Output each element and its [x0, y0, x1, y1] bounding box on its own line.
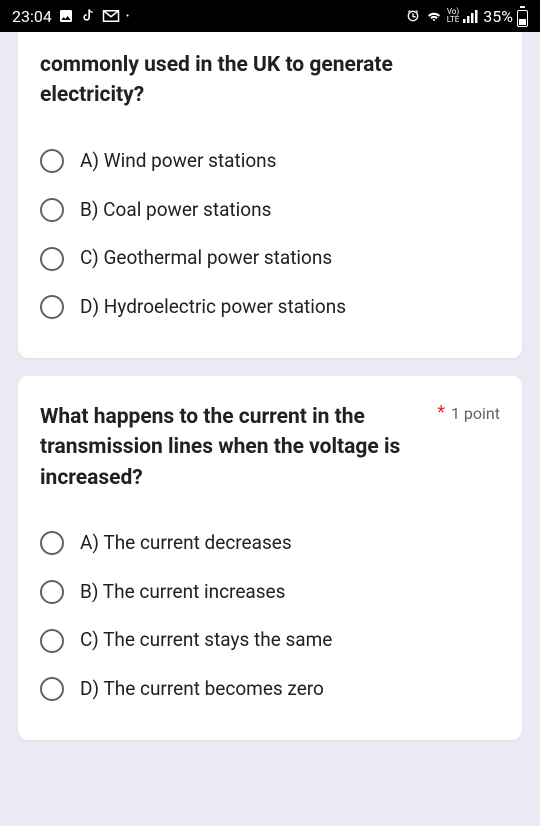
option-label: B) Coal power stations: [80, 198, 271, 223]
status-left: 23:04 •: [12, 7, 129, 26]
option-label: C) The current stays the same: [80, 628, 332, 653]
option-2d[interactable]: D) The current becomes zero: [40, 665, 500, 714]
option-label: D) The current becomes zero: [80, 677, 324, 702]
question-card-2: What happens to the current in the trans…: [18, 376, 522, 740]
option-label: D) Hydroelectric power stations: [80, 295, 346, 320]
option-1a[interactable]: A) Wind power stations: [40, 137, 500, 186]
status-time: 23:04: [12, 7, 52, 26]
option-2c[interactable]: C) The current stays the same: [40, 616, 500, 665]
points-label: 1 point: [451, 402, 500, 423]
options-list-2: A) The current decreases B) The current …: [40, 519, 500, 714]
radio-icon: [40, 198, 64, 222]
content-area: commonly used in the UK to generate elec…: [0, 32, 540, 740]
battery-percent: 35%: [483, 7, 513, 26]
lte-indicator: Vo) LTE: [447, 8, 460, 24]
status-right: Vo) LTE 35%: [405, 6, 528, 27]
option-label: B) The current increases: [80, 580, 285, 605]
question-header-2: What happens to the current in the trans…: [40, 402, 500, 493]
required-asterisk: *: [437, 402, 445, 423]
radio-icon: [40, 580, 64, 604]
alarm-icon: [405, 8, 421, 24]
question-title-1: commonly used in the UK to generate elec…: [40, 50, 500, 111]
radio-icon: [40, 295, 64, 319]
radio-icon: [40, 149, 64, 173]
option-label: A) The current decreases: [80, 531, 292, 556]
option-label: C) Geothermal power stations: [80, 246, 332, 271]
radio-icon: [40, 629, 64, 653]
tiktok-icon: [80, 8, 96, 24]
radio-icon: [40, 677, 64, 701]
battery-icon: [517, 6, 528, 27]
option-label: A) Wind power stations: [80, 149, 276, 174]
radio-icon: [40, 247, 64, 271]
question-title-2: What happens to the current in the trans…: [40, 402, 423, 493]
option-1b[interactable]: B) Coal power stations: [40, 186, 500, 235]
mail-icon: [102, 9, 120, 23]
option-1d[interactable]: D) Hydroelectric power stations: [40, 283, 500, 332]
image-icon: [58, 8, 74, 24]
option-2b[interactable]: B) The current increases: [40, 568, 500, 617]
options-list-1: A) Wind power stations B) Coal power sta…: [40, 137, 500, 332]
radio-icon: [40, 531, 64, 555]
dot-icon: •: [126, 11, 129, 22]
wifi-icon: [425, 9, 443, 23]
option-1c[interactable]: C) Geothermal power stations: [40, 234, 500, 283]
question-text-2: What happens to the current in the trans…: [40, 405, 400, 490]
signal-icon: [463, 9, 479, 23]
points-wrap: * 1 point: [433, 402, 500, 423]
status-bar: 23:04 • Vo) LTE 35%: [0, 0, 540, 32]
question-card-1: commonly used in the UK to generate elec…: [18, 32, 522, 358]
option-2a[interactable]: A) The current decreases: [40, 519, 500, 568]
